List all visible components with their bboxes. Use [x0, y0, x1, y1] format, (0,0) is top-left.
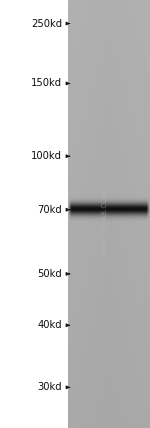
Text: 40kd: 40kd	[38, 320, 62, 330]
Text: 250kd: 250kd	[31, 18, 62, 29]
Text: 70kd: 70kd	[38, 205, 62, 215]
Text: 100kd: 100kd	[31, 151, 62, 161]
Text: 30kd: 30kd	[38, 382, 62, 392]
Text: 50kd: 50kd	[38, 269, 62, 279]
Text: www.PTGLAB.COM: www.PTGLAB.COM	[102, 190, 108, 255]
Text: 150kd: 150kd	[31, 78, 62, 89]
